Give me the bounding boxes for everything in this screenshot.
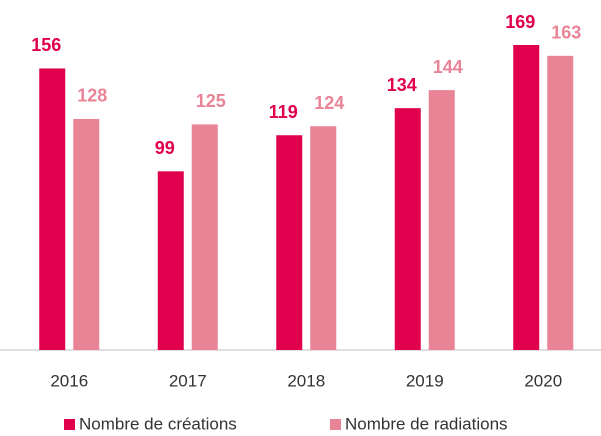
data-label: 128: [77, 86, 107, 106]
bar: [310, 126, 337, 351]
data-label: 119: [269, 102, 298, 122]
legend-label: Nombre de radiations: [345, 414, 508, 433]
data-label: 144: [433, 57, 463, 77]
data-label: 134: [387, 75, 417, 95]
bar: [191, 124, 218, 350]
data-label: 124: [314, 93, 344, 113]
x-tick-label: 2016: [50, 371, 88, 390]
data-label: 169: [505, 12, 535, 32]
bar: [394, 108, 421, 350]
legend-swatch: [330, 419, 341, 430]
data-label: 99: [155, 138, 175, 158]
x-tick-label: 2019: [406, 371, 444, 390]
bar: [513, 45, 540, 350]
bar: [428, 90, 455, 350]
data-label: 125: [196, 91, 226, 111]
legend-swatch: [64, 419, 75, 430]
data-label: 156: [31, 35, 61, 55]
data-label: 163: [551, 23, 581, 43]
bar: [276, 135, 303, 350]
x-tick-label: 2017: [169, 371, 207, 390]
bar: [73, 118, 100, 350]
x-tick-label: 2020: [524, 371, 562, 390]
bar: [547, 55, 574, 351]
x-tick-label: 2018: [287, 371, 325, 390]
bar: [39, 68, 66, 350]
legend-label: Nombre de créations: [79, 414, 237, 433]
bar: [157, 171, 184, 350]
